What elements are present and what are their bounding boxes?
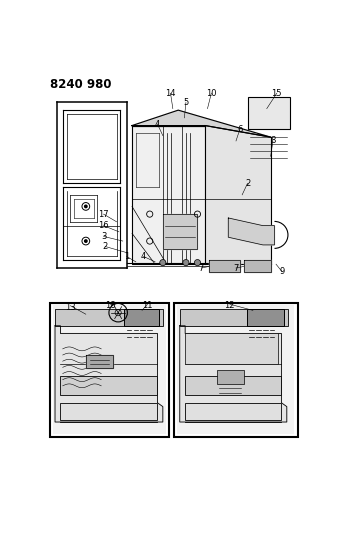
- Polygon shape: [205, 126, 271, 264]
- Bar: [124, 309, 159, 326]
- Circle shape: [194, 260, 201, 265]
- Polygon shape: [86, 355, 113, 368]
- Text: 6: 6: [237, 125, 242, 134]
- Bar: [185, 334, 278, 364]
- Text: 15: 15: [271, 88, 282, 98]
- Bar: [177, 305, 295, 433]
- Text: 7: 7: [233, 263, 239, 272]
- Text: 9: 9: [280, 268, 285, 276]
- Text: 12: 12: [225, 301, 235, 310]
- Text: 1: 1: [124, 252, 129, 261]
- Text: 4: 4: [155, 119, 160, 128]
- Bar: [185, 403, 281, 419]
- Polygon shape: [55, 326, 163, 422]
- Bar: [174, 303, 298, 438]
- Circle shape: [84, 239, 88, 243]
- Text: 17: 17: [98, 209, 109, 219]
- Bar: [60, 376, 158, 395]
- Text: 8: 8: [270, 136, 276, 146]
- Bar: [217, 370, 244, 384]
- Text: 5: 5: [183, 98, 189, 107]
- Text: 14: 14: [165, 88, 176, 98]
- Text: 7: 7: [199, 263, 204, 272]
- Text: 2: 2: [102, 242, 108, 251]
- Polygon shape: [209, 260, 240, 272]
- Circle shape: [183, 260, 189, 265]
- Text: 18: 18: [105, 301, 116, 310]
- Text: 16: 16: [98, 221, 109, 230]
- Text: 3: 3: [101, 232, 106, 241]
- Text: 2: 2: [245, 179, 250, 188]
- Circle shape: [84, 205, 88, 208]
- Bar: [248, 97, 290, 130]
- Text: 11: 11: [142, 301, 153, 310]
- Bar: [247, 309, 284, 326]
- Text: 10: 10: [206, 88, 217, 98]
- Bar: [185, 376, 281, 395]
- Circle shape: [160, 260, 166, 265]
- Polygon shape: [132, 126, 205, 264]
- Polygon shape: [180, 326, 287, 422]
- Polygon shape: [228, 218, 275, 245]
- Text: 13: 13: [65, 303, 76, 312]
- Text: 4: 4: [141, 252, 146, 261]
- Polygon shape: [163, 214, 197, 249]
- Bar: [50, 303, 169, 438]
- Bar: [180, 309, 287, 326]
- Bar: [60, 403, 158, 419]
- Polygon shape: [132, 110, 271, 137]
- Bar: [55, 309, 163, 326]
- Bar: [53, 305, 166, 433]
- Text: 8240 980: 8240 980: [50, 78, 111, 91]
- Polygon shape: [244, 260, 271, 272]
